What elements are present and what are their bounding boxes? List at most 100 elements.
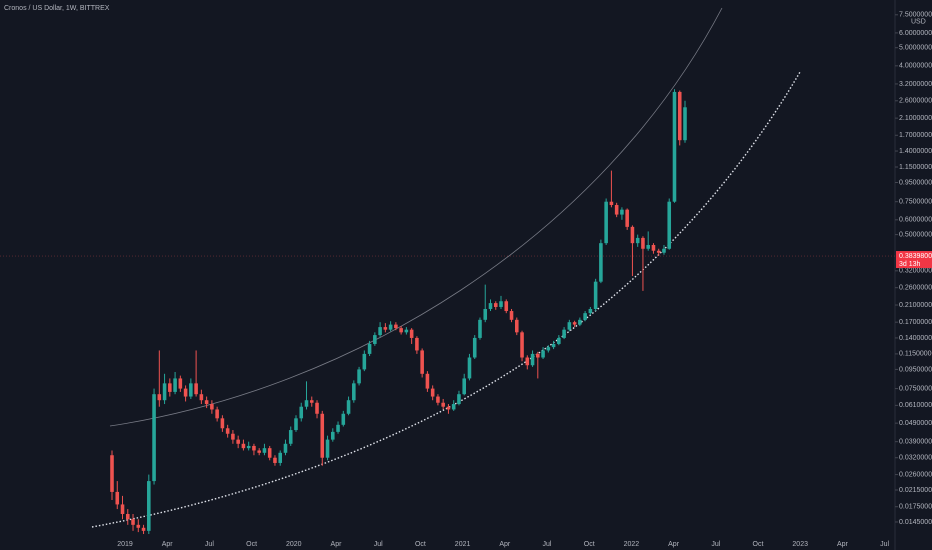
candle-body (483, 308, 488, 320)
candle-body (488, 303, 493, 309)
x-tick-label: Jul (880, 541, 889, 548)
y-tick-label: 3.20000000 (899, 81, 932, 88)
candle-body (257, 450, 261, 453)
candle-body (362, 353, 367, 370)
y-tick-label: 1.70000000 (899, 132, 932, 139)
candle-body (210, 404, 214, 410)
candle-body (609, 201, 614, 206)
candle-body (677, 91, 682, 141)
candle-body (504, 301, 509, 312)
x-tick-label: Apr (331, 541, 343, 548)
candle-body (399, 328, 403, 333)
candle-body (336, 424, 340, 432)
x-tick-label: Oct (584, 541, 595, 548)
candle-body (572, 322, 577, 325)
candle-body (189, 383, 193, 397)
y-tick-label: 2.10000000 (899, 115, 932, 122)
candle-body (273, 457, 277, 463)
candle-body (567, 322, 572, 330)
candle-body (183, 388, 188, 397)
x-tick-label: 2022 (624, 541, 640, 548)
candle-body (536, 353, 540, 358)
candle-body (136, 524, 141, 528)
candle-body (357, 369, 361, 384)
candle-body (168, 383, 172, 392)
candle-body (152, 394, 156, 482)
candle-body (446, 406, 451, 410)
candle-body (315, 402, 319, 414)
candle-body (478, 319, 482, 338)
candle-body (309, 400, 314, 403)
y-tick-label: 6.00000000 (899, 30, 932, 37)
candle-body (120, 504, 125, 514)
x-tick-label: 2020 (286, 541, 302, 548)
candle-body (157, 394, 162, 401)
x-tick-label: Apr (162, 541, 174, 548)
candle-body (252, 445, 256, 451)
candle-body (325, 439, 330, 458)
x-tick-label: 2023 (792, 541, 808, 548)
candle-body (162, 383, 167, 401)
x-tick-label: Apr (668, 541, 680, 548)
candle-body (304, 400, 309, 407)
candle-body (178, 378, 183, 389)
y-tick-label: 1.40000000 (899, 148, 932, 155)
candle-body (430, 388, 435, 397)
candle-body (115, 491, 120, 505)
candle-body (288, 430, 293, 444)
candle-body (457, 394, 461, 405)
candle-body (562, 329, 566, 338)
candle-body (520, 332, 524, 358)
candle-body (593, 281, 598, 309)
candle-body (604, 201, 608, 244)
candle-body (331, 431, 335, 440)
candle-body (651, 244, 656, 251)
candle-body (404, 329, 409, 333)
candle-body (525, 357, 530, 366)
candle-body (352, 383, 356, 401)
candle-body (194, 383, 198, 395)
candle-body (320, 413, 325, 458)
candle-body (499, 301, 503, 307)
candle-body (583, 313, 587, 320)
candle-body (662, 248, 666, 253)
candle-body (509, 311, 514, 320)
candle-body (614, 205, 619, 215)
candle-body (131, 519, 135, 525)
candle-body (346, 400, 351, 414)
candle-body (294, 418, 298, 431)
candle-body (557, 337, 561, 344)
candle-body (541, 350, 545, 358)
x-tick-label: Jul (543, 541, 552, 548)
y-tick-label: 0.01450000 (899, 519, 932, 526)
candle-body (199, 394, 204, 401)
candle-body (599, 243, 603, 282)
candle-body (373, 335, 377, 344)
y-tick-label: 4.00000000 (899, 63, 932, 70)
candle-body (436, 396, 440, 403)
candle-body (646, 244, 650, 249)
candle-body (451, 404, 456, 410)
candle-body (173, 378, 177, 392)
chart-title: Cronos / US Dollar, 1W, BITTREX (4, 5, 110, 12)
candle-body (236, 439, 240, 444)
candle-body (620, 209, 624, 215)
candle-body (441, 402, 445, 407)
candle-body (262, 448, 267, 453)
candle-body (241, 443, 246, 449)
candle-body (667, 201, 672, 249)
x-tick-label: Oct (415, 541, 426, 548)
